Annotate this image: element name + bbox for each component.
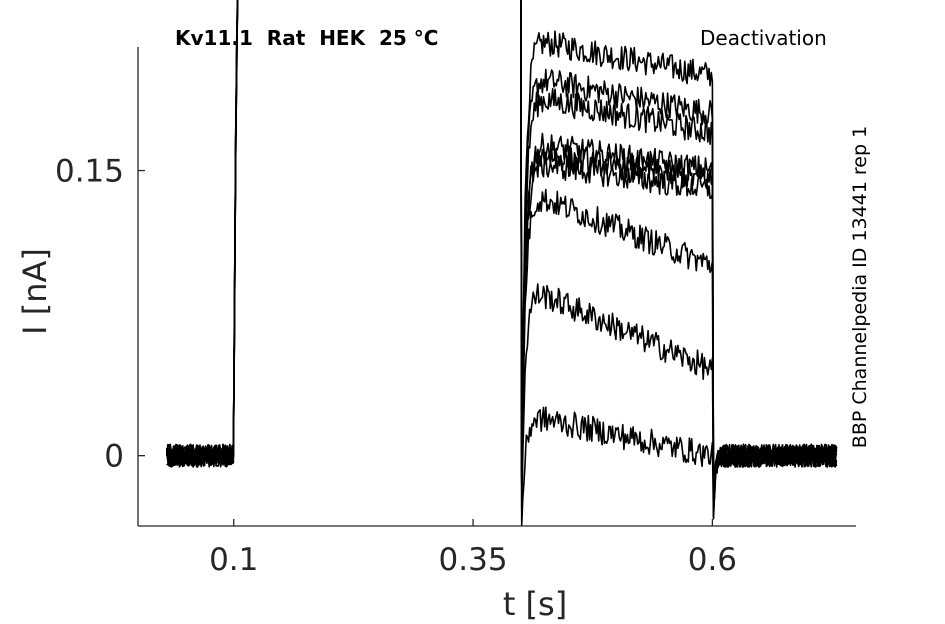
current-traces — [165, 0, 838, 527]
axes: 0.10.350.600.150.3t [s]I [nA] — [16, 47, 856, 623]
y-axis-label: I [nA] — [16, 248, 54, 335]
chart-title: Kv11.1 Rat HEK 25 °C — [175, 26, 439, 50]
x-tick-label: 0.1 — [209, 542, 258, 578]
trace-line-7 — [165, 0, 837, 518]
x-tick-label: 0.35 — [439, 542, 508, 578]
trace-line-9 — [166, 0, 838, 527]
x-axis-label: t [s] — [503, 585, 567, 623]
trace-line-2 — [165, 0, 838, 505]
protocol-label: Deactivation — [700, 26, 827, 50]
source-label: BBP Channelpedia ID 13441 rep 1 — [849, 125, 871, 449]
trace-line-6 — [165, 0, 838, 503]
trace-line-8 — [165, 0, 838, 512]
trace-line-3 — [165, 0, 838, 510]
trace-line-1 — [165, 0, 838, 510]
x-tick-label: 0.6 — [688, 542, 737, 578]
y-tick-label: 0 — [104, 439, 124, 475]
trace-line-4 — [165, 0, 838, 506]
y-tick-label: 0.15 — [55, 154, 124, 190]
trace-line-5 — [166, 0, 838, 507]
